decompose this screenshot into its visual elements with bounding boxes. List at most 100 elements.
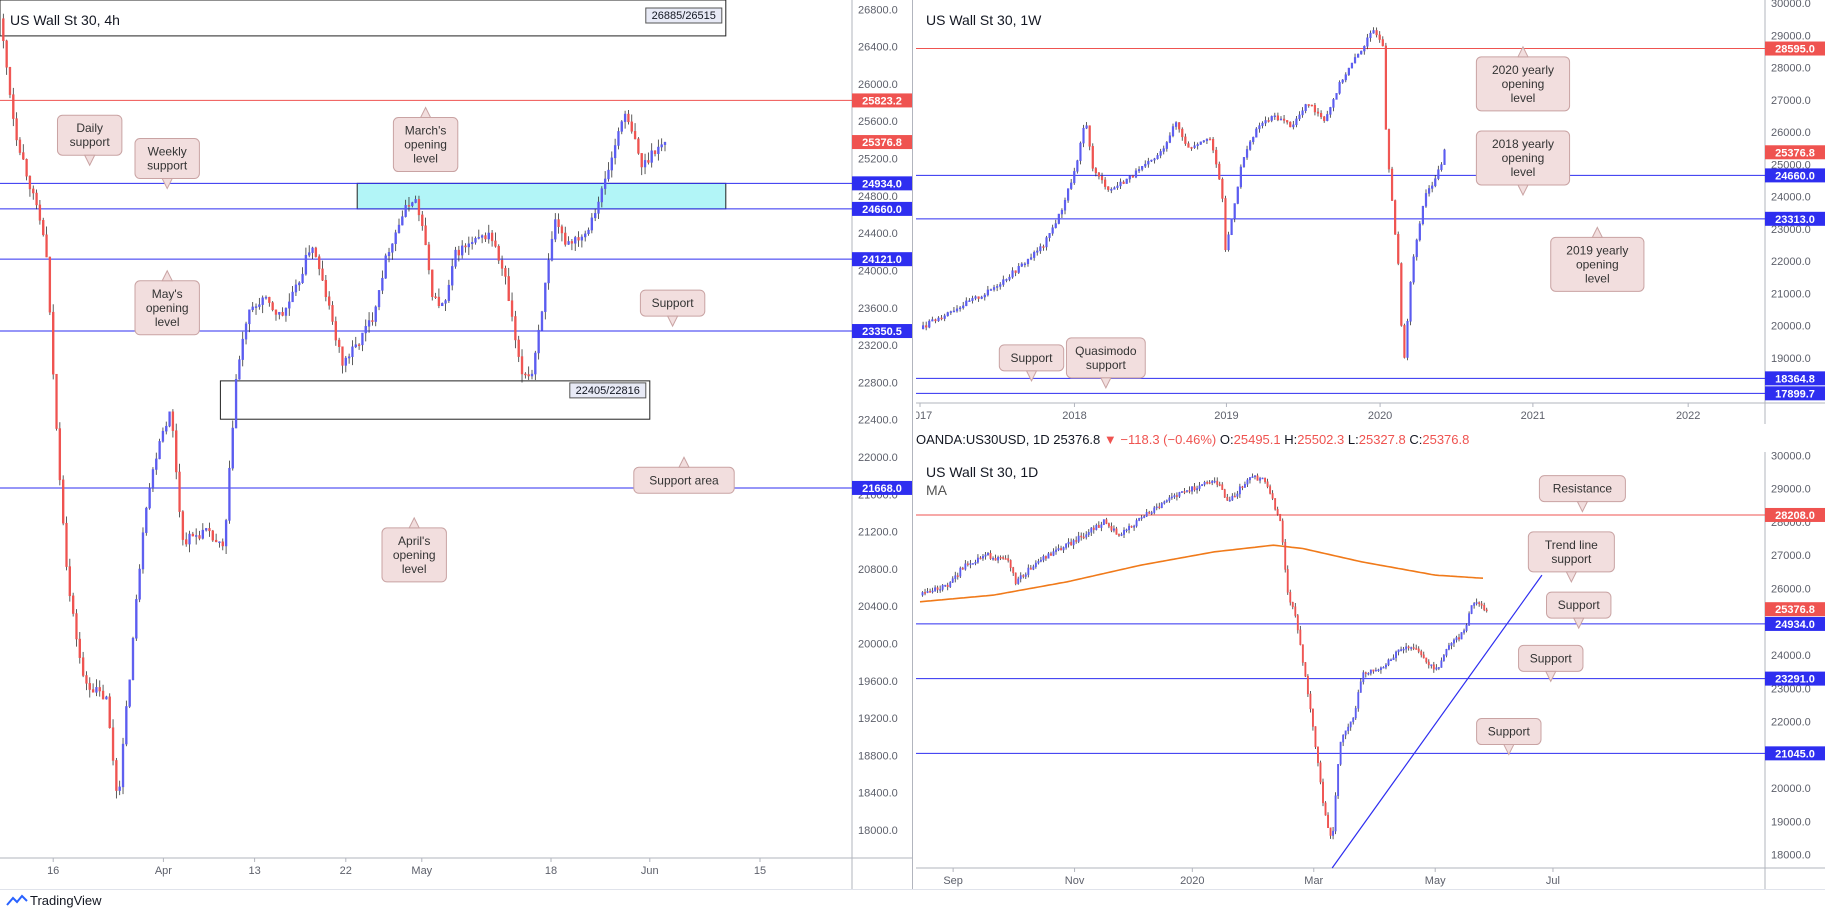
chart-1d-panel[interactable]: US Wall St 30, 1D MA 18000.0 19000.0 20000… xyxy=(916,452,1825,889)
level-price-label: 23291.0 xyxy=(1775,674,1815,686)
last-price-tag xyxy=(1765,145,1825,160)
tradingview-brand[interactable]: TradingView xyxy=(30,893,102,908)
candle-body xyxy=(1095,524,1098,530)
price-tick-label: 26000.0 xyxy=(1771,583,1811,595)
chart-4h-svg[interactable]: 18000.0 18400.0 18800.0 19200.0 19600.0 20000… xyxy=(0,0,912,889)
candle-body xyxy=(1085,534,1088,538)
chart-4h-panel[interactable]: US Wall St 30, 4h 18000.0 18400.0 18800.0 1… xyxy=(0,0,913,889)
candle-body xyxy=(517,339,520,357)
annotation-label: May's xyxy=(152,287,183,301)
candle-body xyxy=(1274,498,1277,510)
candle-body xyxy=(1259,478,1261,481)
annotation-pointer xyxy=(161,269,174,282)
candle-body xyxy=(992,287,996,290)
candle-body xyxy=(1057,213,1060,224)
candle-body xyxy=(1047,553,1050,559)
candle-body xyxy=(1317,746,1319,763)
candle-body xyxy=(959,567,962,577)
candle-body xyxy=(214,539,218,543)
chart-1d-svg[interactable]: 18000.019000.020000.021000.022000.023000… xyxy=(916,452,1825,889)
annotation-pointer xyxy=(678,456,690,468)
candle-body xyxy=(1168,497,1171,501)
level-price-label: 21045.0 xyxy=(1775,748,1815,760)
candle-body xyxy=(1282,118,1286,121)
candle-body xyxy=(1163,501,1166,504)
candle-body xyxy=(560,226,564,234)
candle-body xyxy=(1088,125,1091,147)
chart-1w-panel[interactable]: US Wall St 30, 1W 18000.019000.020000.02… xyxy=(916,0,1825,424)
candle-body xyxy=(1468,613,1471,626)
level-price-tag xyxy=(852,201,912,216)
chart-1w-svg[interactable]: 18000.019000.020000.021000.022000.023000… xyxy=(916,0,1825,424)
candle-body xyxy=(421,214,424,226)
last-price-label: 25376.8 xyxy=(1775,604,1815,616)
candle-body xyxy=(1335,93,1338,100)
candle-body xyxy=(1233,495,1236,498)
candle-body xyxy=(261,297,264,305)
candle-body xyxy=(1007,558,1010,561)
candle-body xyxy=(1286,120,1289,123)
candle-body xyxy=(570,241,574,244)
level-price-tag xyxy=(852,252,912,267)
candle-body xyxy=(298,282,301,286)
price-tick-label: 18800.0 xyxy=(858,750,898,762)
candle-body xyxy=(1188,490,1191,492)
candle-body xyxy=(1051,227,1054,234)
candle-body xyxy=(221,541,224,547)
candle-body xyxy=(1023,263,1027,266)
ohlc-open: 25495.1 xyxy=(1233,432,1281,447)
candle-body xyxy=(1455,637,1458,641)
price-tick-label: 19000.0 xyxy=(1771,353,1811,365)
ohlc-low: 25327.8 xyxy=(1358,432,1406,447)
candle-body xyxy=(1480,603,1483,606)
price-tick-label: 26000.0 xyxy=(858,79,898,91)
candle-body xyxy=(1181,128,1184,138)
candle-body xyxy=(1150,512,1153,514)
candle-body xyxy=(191,533,195,537)
candle-body xyxy=(18,139,22,153)
time-tick-label: 16 xyxy=(47,865,59,877)
candle-body xyxy=(62,479,65,524)
annotation-label: Support xyxy=(1530,651,1573,665)
annotation-pointer xyxy=(408,516,421,529)
annotation-label: Quasimodo xyxy=(1075,344,1137,358)
candle-body xyxy=(1309,693,1312,710)
candle-body xyxy=(1281,520,1284,543)
candle-body xyxy=(1326,114,1329,121)
candle-body xyxy=(75,613,78,640)
candle-body xyxy=(411,202,414,206)
candle-body xyxy=(1319,112,1323,118)
candle-body xyxy=(527,374,530,377)
tradingview-logo-icon[interactable] xyxy=(6,894,28,906)
candle-body xyxy=(1319,762,1322,783)
candle-body xyxy=(78,638,81,658)
candle-body xyxy=(115,760,118,791)
candle-body xyxy=(91,689,95,693)
candle-body xyxy=(653,150,657,154)
level-price-label: 23350.5 xyxy=(862,326,902,338)
candle-body xyxy=(966,563,969,566)
ohlc-l-label: L: xyxy=(1347,432,1359,447)
candle-body xyxy=(1342,734,1345,743)
candle-body xyxy=(318,256,321,270)
candle-body xyxy=(1147,160,1150,165)
candle-body xyxy=(1143,516,1146,518)
candle-body xyxy=(1304,662,1307,677)
candle-body xyxy=(98,687,101,692)
price-tick-label: 22000.0 xyxy=(1771,256,1811,268)
candle-body xyxy=(32,188,35,194)
candle-body xyxy=(940,317,943,320)
candle-body xyxy=(931,590,934,593)
candle-body xyxy=(1430,664,1433,666)
candle-body xyxy=(1424,193,1428,207)
candle-body xyxy=(1407,646,1410,649)
candle-body xyxy=(989,289,993,291)
candle-body xyxy=(1276,115,1279,121)
candle-body xyxy=(1014,270,1017,273)
candle-body xyxy=(467,243,470,248)
candle-body xyxy=(1410,647,1413,649)
